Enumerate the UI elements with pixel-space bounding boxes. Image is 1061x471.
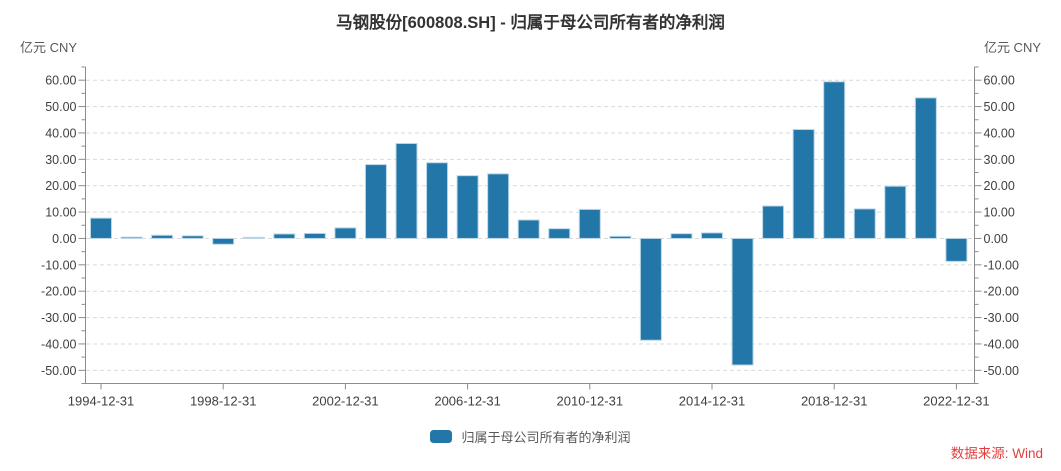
y-axis-unit-right: 亿元 CNY xyxy=(983,40,1041,55)
bar-2013[interactable] xyxy=(670,233,693,239)
y-tick-label-left: -40.00 xyxy=(41,337,76,351)
x-tick-label: 2018-12-31 xyxy=(801,394,868,409)
bar-2010[interactable] xyxy=(578,208,601,239)
y-tick-label-left: 10.00 xyxy=(45,206,76,220)
legend-swatch xyxy=(430,430,453,443)
bar-2019[interactable] xyxy=(853,208,876,239)
bar-2001[interactable] xyxy=(303,232,326,239)
bar-2020[interactable] xyxy=(884,185,907,239)
y-tick-label-right: -20.00 xyxy=(984,285,1019,299)
bar-1997[interactable] xyxy=(181,235,204,239)
y-tick-label-right: -40.00 xyxy=(984,337,1019,351)
bar-2014[interactable] xyxy=(701,232,723,239)
y-tick-label-left: -50.00 xyxy=(41,364,76,378)
x-tick-label: 1998-12-31 xyxy=(190,394,257,409)
bar-1999[interactable] xyxy=(242,236,265,239)
y-tick-label-right: -50.00 xyxy=(984,364,1019,378)
bar-2015[interactable] xyxy=(731,237,754,366)
y-tick-label-right: -30.00 xyxy=(984,311,1019,325)
y-tick-label-right: 10.00 xyxy=(984,206,1015,220)
x-tick-label: 1994-12-31 xyxy=(68,394,135,409)
bar-1995[interactable] xyxy=(120,236,143,239)
y-tick-label-left: -30.00 xyxy=(41,311,76,325)
bar-chart: 60.00 60.00 50.00 50.00 40.00 40.00 30.00 30.00… xyxy=(41,66,1019,409)
legend-label: 归属于母公司所有者的净利润 xyxy=(461,430,631,445)
bar-2004[interactable] xyxy=(395,142,418,239)
y-tick-label-right: 20.00 xyxy=(984,179,1015,193)
x-tick-label: 2002-12-31 xyxy=(312,394,379,409)
y-tick-label-left: 20.00 xyxy=(45,179,76,193)
bar-2017[interactable] xyxy=(792,129,815,239)
x-tick-label: 2010-12-31 xyxy=(557,394,624,409)
y-tick-label-left: 30.00 xyxy=(45,153,76,167)
y-tick-label-left: 50.00 xyxy=(45,100,76,114)
y-axis-unit-left: 亿元 CNY xyxy=(20,40,78,55)
x-tick-label: 2022-12-31 xyxy=(923,394,990,409)
bar-2000[interactable] xyxy=(273,233,296,239)
y-tick-label-right: -10.00 xyxy=(984,258,1019,272)
data-source-label: 数据来源: Wind xyxy=(950,446,1043,461)
y-tick-label-right: 0.00 xyxy=(984,232,1008,246)
y-tick-label-left: 0.00 xyxy=(52,232,76,246)
y-tick-label-left: -10.00 xyxy=(41,258,76,272)
chart-title: 马钢股份[600808.SH] - 归属于母公司所有者的净利润 xyxy=(336,14,725,32)
y-tick-label-left: -20.00 xyxy=(41,285,76,299)
bar-1994[interactable] xyxy=(90,217,112,239)
legend-item[interactable]: 归属于母公司所有者的净利润 xyxy=(0,429,1061,445)
bar-2007[interactable] xyxy=(487,173,510,239)
bar-2008[interactable] xyxy=(517,219,540,239)
y-tick-label-right: 50.00 xyxy=(984,100,1015,114)
y-tick-label-right: 40.00 xyxy=(984,126,1015,140)
bar-2009[interactable] xyxy=(548,228,571,239)
bar-2006[interactable] xyxy=(456,175,479,239)
bar-2003[interactable] xyxy=(364,164,387,239)
y-tick-label-left: 40.00 xyxy=(45,126,76,140)
bar-2022[interactable] xyxy=(945,237,968,262)
bar-2012[interactable] xyxy=(639,237,662,341)
bar-1998[interactable] xyxy=(212,237,235,245)
bar-2021[interactable] xyxy=(914,97,937,239)
y-tick-label-left: 60.00 xyxy=(45,74,76,88)
y-tick-label-right: 60.00 xyxy=(984,74,1015,88)
bar-1996[interactable] xyxy=(151,234,174,239)
bar-2002[interactable] xyxy=(334,227,357,239)
y-tick-label-right: 30.00 xyxy=(984,153,1015,167)
bar-2005[interactable] xyxy=(426,162,449,239)
bar-2016[interactable] xyxy=(762,205,785,239)
x-tick-label: 2006-12-31 xyxy=(434,394,501,409)
bar-2011[interactable] xyxy=(609,235,632,239)
bar-2018[interactable] xyxy=(823,81,846,239)
x-tick-label: 2014-12-31 xyxy=(679,394,746,409)
